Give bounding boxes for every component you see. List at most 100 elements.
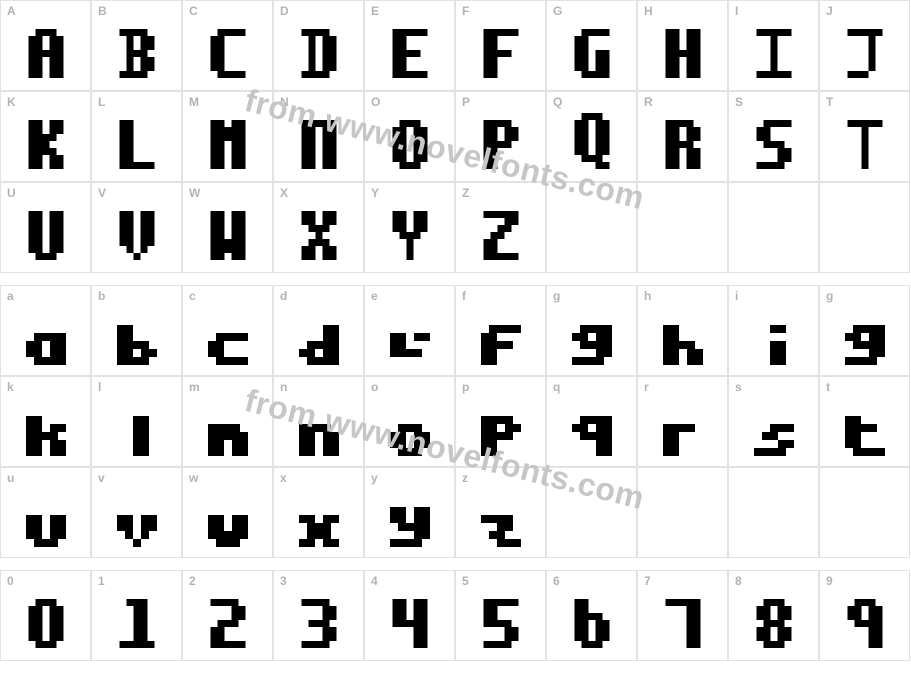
glyph-B — [119, 29, 154, 78]
cell-label: G — [553, 4, 562, 18]
glyph-cell: R — [637, 91, 728, 182]
glyph-g — [572, 317, 612, 365]
glyph-i — [762, 325, 786, 365]
glyph-H — [665, 29, 700, 78]
glyph-cell: 2 — [182, 570, 273, 661]
cell-label: V — [98, 186, 106, 200]
chart-row: klmnopqrst — [0, 376, 910, 467]
cell-label: J — [826, 4, 833, 18]
cell-label: Z — [462, 186, 469, 200]
glyph-cell: g — [546, 285, 637, 376]
cell-label: 4 — [371, 574, 378, 588]
cell-label: M — [189, 95, 199, 109]
glyph-2 — [210, 599, 245, 648]
chart-row: 0123456789 — [0, 570, 910, 661]
glyph-7 — [665, 599, 700, 648]
glyph-w — [208, 507, 248, 547]
cell-label: Y — [371, 186, 379, 200]
cell-label: y — [371, 471, 378, 485]
cell-label: U — [7, 186, 16, 200]
glyph-Q — [574, 113, 609, 169]
glyph-cell: C — [182, 0, 273, 91]
glyph-cell — [728, 467, 819, 558]
glyph-cell: N — [273, 91, 364, 182]
glyph-cell: 5 — [455, 570, 546, 661]
cell-label: k — [7, 380, 14, 394]
glyph-D — [301, 29, 336, 78]
glyph-6 — [574, 599, 609, 648]
glyph-cell: w — [182, 467, 273, 558]
glyph-cell: r — [637, 376, 728, 467]
glyph-0 — [28, 599, 63, 648]
glyph-cell: g — [819, 285, 910, 376]
cell-label: W — [189, 186, 200, 200]
cell-label: X — [280, 186, 288, 200]
cell-label: N — [280, 95, 289, 109]
glyph-cell: 9 — [819, 570, 910, 661]
glyph-cell: D — [273, 0, 364, 91]
glyph-N — [301, 120, 336, 169]
glyph-4 — [392, 599, 427, 648]
glyph-n — [299, 416, 339, 456]
cell-label: q — [553, 380, 560, 394]
cell-label: T — [826, 95, 833, 109]
glyph-cell: S — [728, 91, 819, 182]
glyph-Z — [483, 211, 518, 260]
cell-label: f — [462, 289, 466, 303]
glyph-cell: d — [273, 285, 364, 376]
glyph-1 — [119, 599, 154, 648]
glyph-cell: V — [91, 182, 182, 273]
chart-row: ABCDEFGHIJ — [0, 0, 910, 91]
glyph-I — [756, 29, 791, 78]
cell-label: d — [280, 289, 287, 303]
cell-label: 1 — [98, 574, 105, 588]
glyph-3 — [301, 599, 336, 648]
glyph-W — [210, 211, 245, 260]
glyph-m — [208, 416, 248, 456]
glyph-cell: f — [455, 285, 546, 376]
glyph-cell: J — [819, 0, 910, 91]
glyph-g — [845, 317, 885, 365]
glyph-P — [483, 120, 518, 169]
cell-label: r — [644, 380, 649, 394]
glyph-cell: x — [273, 467, 364, 558]
cell-label: m — [189, 380, 200, 394]
glyph-v — [117, 507, 157, 547]
glyph-cell: c — [182, 285, 273, 376]
cell-label: R — [644, 95, 653, 109]
glyph-C — [210, 29, 245, 78]
section-digits: 0123456789 — [0, 570, 911, 661]
glyph-S — [756, 120, 791, 169]
cell-label: x — [280, 471, 287, 485]
glyph-cell: 3 — [273, 570, 364, 661]
cell-label: B — [98, 4, 107, 18]
glyph-R — [665, 120, 700, 169]
glyph-V — [119, 211, 154, 260]
glyph-cell — [546, 182, 637, 273]
glyph-cell: 4 — [364, 570, 455, 661]
chart-row: U V W X Y Z — [0, 182, 910, 273]
glyph-F — [483, 29, 518, 78]
cell-label: 6 — [553, 574, 560, 588]
cell-label: s — [735, 380, 742, 394]
glyph-cell: H — [637, 0, 728, 91]
glyph-r — [663, 416, 703, 456]
glyph-k — [26, 416, 66, 456]
glyph-cell: Q — [546, 91, 637, 182]
cell-label: K — [7, 95, 16, 109]
glyph-E — [392, 29, 427, 78]
glyph-G — [574, 29, 609, 78]
glyph-cell: X — [273, 182, 364, 273]
glyph-9 — [847, 599, 882, 648]
glyph-cell: 1 — [91, 570, 182, 661]
glyph-A — [28, 29, 63, 78]
glyph-cell: F — [455, 0, 546, 91]
glyph-o — [390, 416, 430, 456]
glyph-e — [390, 325, 430, 365]
glyph-cell: I — [728, 0, 819, 91]
glyph-cell: P — [455, 91, 546, 182]
section-uppercase: ABCDEFGHIJKLMNOPQRSTUVWXYZ — [0, 0, 911, 273]
glyph-cell: n — [273, 376, 364, 467]
glyph-x — [299, 507, 339, 547]
cell-label: o — [371, 380, 378, 394]
